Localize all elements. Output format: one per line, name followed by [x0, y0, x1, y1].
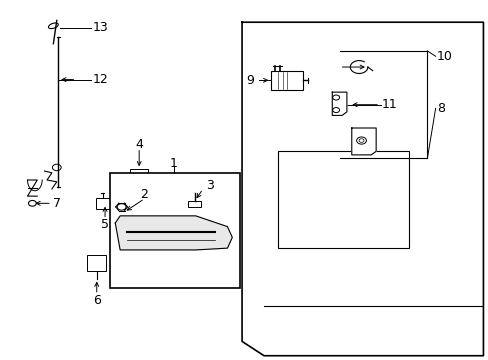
Polygon shape [351, 128, 375, 155]
Bar [87, 255, 106, 271]
Polygon shape [331, 92, 346, 116]
Polygon shape [242, 22, 483, 356]
Text: 5: 5 [101, 218, 109, 231]
Text: 6: 6 [93, 294, 101, 307]
Ellipse shape [48, 23, 58, 28]
Text: 12: 12 [92, 73, 108, 86]
Text: 7: 7 [53, 197, 61, 210]
Bar [96, 198, 114, 210]
Polygon shape [115, 216, 232, 250]
Text: 13: 13 [92, 21, 108, 34]
Text: 1: 1 [169, 157, 177, 170]
Bar [130, 169, 148, 178]
Bar [277, 151, 408, 248]
Text: 2: 2 [141, 188, 148, 201]
Text: 11: 11 [381, 98, 397, 111]
Text: 3: 3 [206, 179, 214, 192]
Bar [132, 178, 146, 185]
Text: 10: 10 [436, 50, 452, 63]
Text: 9: 9 [246, 74, 254, 87]
Bar [271, 71, 303, 90]
Bar [188, 201, 200, 207]
Bar [135, 185, 143, 190]
Bar [110, 173, 239, 288]
Text: 8: 8 [436, 102, 444, 115]
Text: 4: 4 [135, 138, 143, 150]
